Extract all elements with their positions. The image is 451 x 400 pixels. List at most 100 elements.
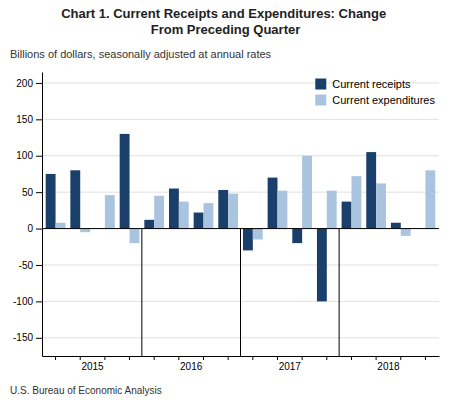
tick-label: -150 — [13, 332, 33, 343]
tick-mark — [376, 356, 377, 360]
tick: 100 — [16, 150, 42, 161]
tick: 2016 — [154, 356, 203, 372]
tick-label: 2015 — [81, 361, 104, 372]
bar — [169, 189, 179, 229]
grid-line — [42, 119, 439, 120]
bar — [366, 152, 376, 228]
legend-item: Current receipts — [315, 78, 411, 90]
tick — [228, 356, 229, 360]
title-line: From Preceding Quarter — [151, 22, 301, 37]
chart: -150 -100 -50 0 50 100 150 200 2015 2016 2017 2018 C… — [0, 0, 451, 400]
bar-series — [56, 156, 436, 243]
tick-mark — [351, 356, 352, 360]
bar — [253, 229, 263, 240]
tick: -150 — [13, 332, 42, 343]
tick-mark — [36, 265, 42, 266]
group-separator — [339, 229, 340, 356]
bar — [56, 223, 66, 229]
bar — [204, 203, 214, 228]
chart-container: -150 -100 -50 0 50 100 150 200 2015 2016 2017 2018 C… — [0, 0, 451, 400]
tick-mark — [277, 356, 278, 360]
bar — [317, 229, 327, 302]
legend-swatch — [315, 79, 326, 90]
bar-series — [46, 134, 401, 301]
tick-mark — [326, 356, 327, 360]
bar — [154, 196, 164, 229]
bar — [302, 156, 312, 229]
x-axis: 2015 2016 2017 2018 — [43, 356, 440, 372]
bar — [342, 202, 352, 229]
tick — [400, 356, 401, 360]
bar — [401, 229, 411, 236]
tick-label: -50 — [19, 260, 34, 271]
bar — [179, 202, 189, 229]
tick-mark — [129, 356, 130, 360]
tick: 2015 — [56, 356, 105, 372]
tick-label: 2018 — [377, 361, 400, 372]
tick-label: 2017 — [279, 361, 302, 372]
bar — [292, 229, 302, 244]
tick — [203, 356, 204, 360]
tick-mark — [36, 338, 42, 339]
group-separator — [240, 229, 241, 356]
tick-mark — [36, 83, 42, 84]
tick-mark — [154, 356, 155, 360]
subtitle: Billions of dollars, seasonally adjusted… — [10, 48, 272, 60]
title-line: Chart 1. Current Receipts and Expenditur… — [61, 6, 390, 21]
tick-label: 50 — [22, 187, 34, 198]
tick-mark — [425, 356, 426, 360]
bar — [70, 170, 80, 228]
bar — [120, 134, 130, 229]
bar — [80, 229, 90, 233]
tick-mark — [203, 356, 204, 360]
tick-mark — [36, 229, 42, 230]
bar — [228, 194, 238, 229]
legend-label: Current receipts — [332, 78, 411, 90]
bar — [130, 229, 140, 244]
tick-label: -100 — [13, 296, 33, 307]
tick: 150 — [16, 114, 42, 125]
tick-label: 0 — [27, 223, 33, 234]
tick — [104, 356, 105, 360]
annotation: U.S. Bureau of Economic Analysis — [10, 385, 162, 396]
tick — [80, 356, 81, 360]
tick-mark — [104, 356, 105, 360]
legend-item: Current expenditures — [315, 94, 435, 106]
axis-line — [42, 73, 43, 357]
tick-label: 2016 — [180, 361, 203, 372]
bar — [351, 176, 361, 228]
tick-mark — [178, 356, 179, 360]
tick-label: 150 — [16, 114, 33, 125]
tick: 2017 — [253, 356, 302, 372]
bar — [376, 183, 386, 228]
tick — [178, 356, 179, 360]
bar — [243, 229, 253, 251]
legend-label: Current expenditures — [332, 94, 435, 106]
tick-label: 100 — [16, 150, 33, 161]
tick-mark — [36, 156, 42, 157]
tick: 0 — [27, 223, 42, 234]
tick-mark — [228, 356, 229, 360]
tick: 200 — [16, 78, 42, 89]
bar — [218, 190, 228, 229]
tick-mark — [400, 356, 401, 360]
bar — [425, 170, 435, 228]
bar — [277, 191, 287, 229]
tick-mark — [252, 356, 253, 360]
tick — [302, 356, 303, 360]
legend: Current receipts Current expenditures — [315, 78, 435, 106]
tick-mark — [36, 301, 42, 302]
bar — [105, 195, 115, 228]
bar — [268, 178, 278, 229]
tick-mark — [80, 356, 81, 360]
bar — [46, 174, 56, 229]
tick-mark — [36, 192, 42, 193]
tick-mark — [302, 356, 303, 360]
tick: 50 — [22, 187, 42, 198]
tick-mark — [55, 356, 56, 360]
tick: -100 — [13, 296, 42, 307]
axis-line — [43, 356, 440, 357]
legend-swatch — [315, 95, 326, 106]
tick-label: 200 — [16, 78, 33, 89]
tick — [376, 356, 377, 360]
